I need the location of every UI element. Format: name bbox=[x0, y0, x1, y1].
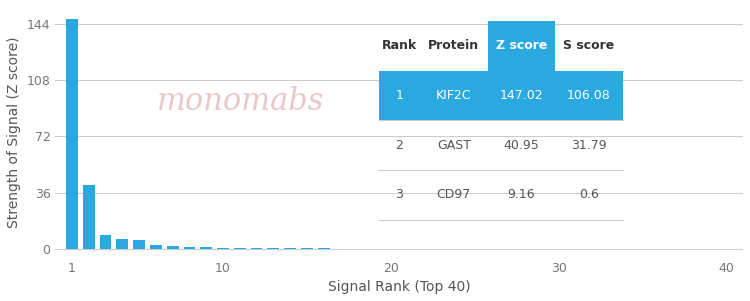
Text: 9.16: 9.16 bbox=[508, 188, 535, 201]
Text: 1: 1 bbox=[395, 89, 404, 102]
Text: Z score: Z score bbox=[496, 39, 547, 52]
Text: S score: S score bbox=[563, 39, 614, 52]
Bar bbox=[268, 248, 279, 249]
Text: Rank: Rank bbox=[382, 39, 417, 52]
Text: Protein: Protein bbox=[428, 39, 479, 52]
Text: 106.08: 106.08 bbox=[567, 89, 610, 102]
Bar bbox=[134, 240, 145, 249]
X-axis label: Signal Rank (Top 40): Signal Rank (Top 40) bbox=[328, 280, 470, 294]
Text: CD97: CD97 bbox=[436, 188, 471, 201]
Text: 0.6: 0.6 bbox=[579, 188, 598, 201]
Bar bbox=[166, 246, 178, 249]
Bar bbox=[100, 234, 112, 249]
Text: 147.02: 147.02 bbox=[500, 89, 543, 102]
Text: monomabs: monomabs bbox=[158, 86, 325, 117]
Bar bbox=[217, 248, 229, 249]
Bar bbox=[488, 21, 555, 71]
Bar bbox=[150, 245, 162, 249]
Bar bbox=[234, 248, 246, 249]
Bar bbox=[66, 19, 78, 249]
Text: 3: 3 bbox=[395, 188, 404, 201]
Text: 40.95: 40.95 bbox=[503, 139, 539, 152]
Bar bbox=[200, 247, 212, 249]
Text: Z score: Z score bbox=[496, 39, 547, 52]
Text: 2: 2 bbox=[395, 139, 404, 152]
Text: KIF2C: KIF2C bbox=[436, 89, 472, 102]
Y-axis label: Strength of Signal (Z score): Strength of Signal (Z score) bbox=[7, 36, 21, 228]
Text: GAST: GAST bbox=[436, 139, 471, 152]
Bar bbox=[251, 248, 262, 249]
Bar bbox=[83, 185, 94, 249]
Bar bbox=[184, 247, 195, 249]
Bar bbox=[116, 239, 128, 249]
Bar bbox=[379, 71, 622, 120]
Bar bbox=[284, 248, 296, 249]
Text: 31.79: 31.79 bbox=[571, 139, 607, 152]
Bar bbox=[301, 248, 313, 249]
